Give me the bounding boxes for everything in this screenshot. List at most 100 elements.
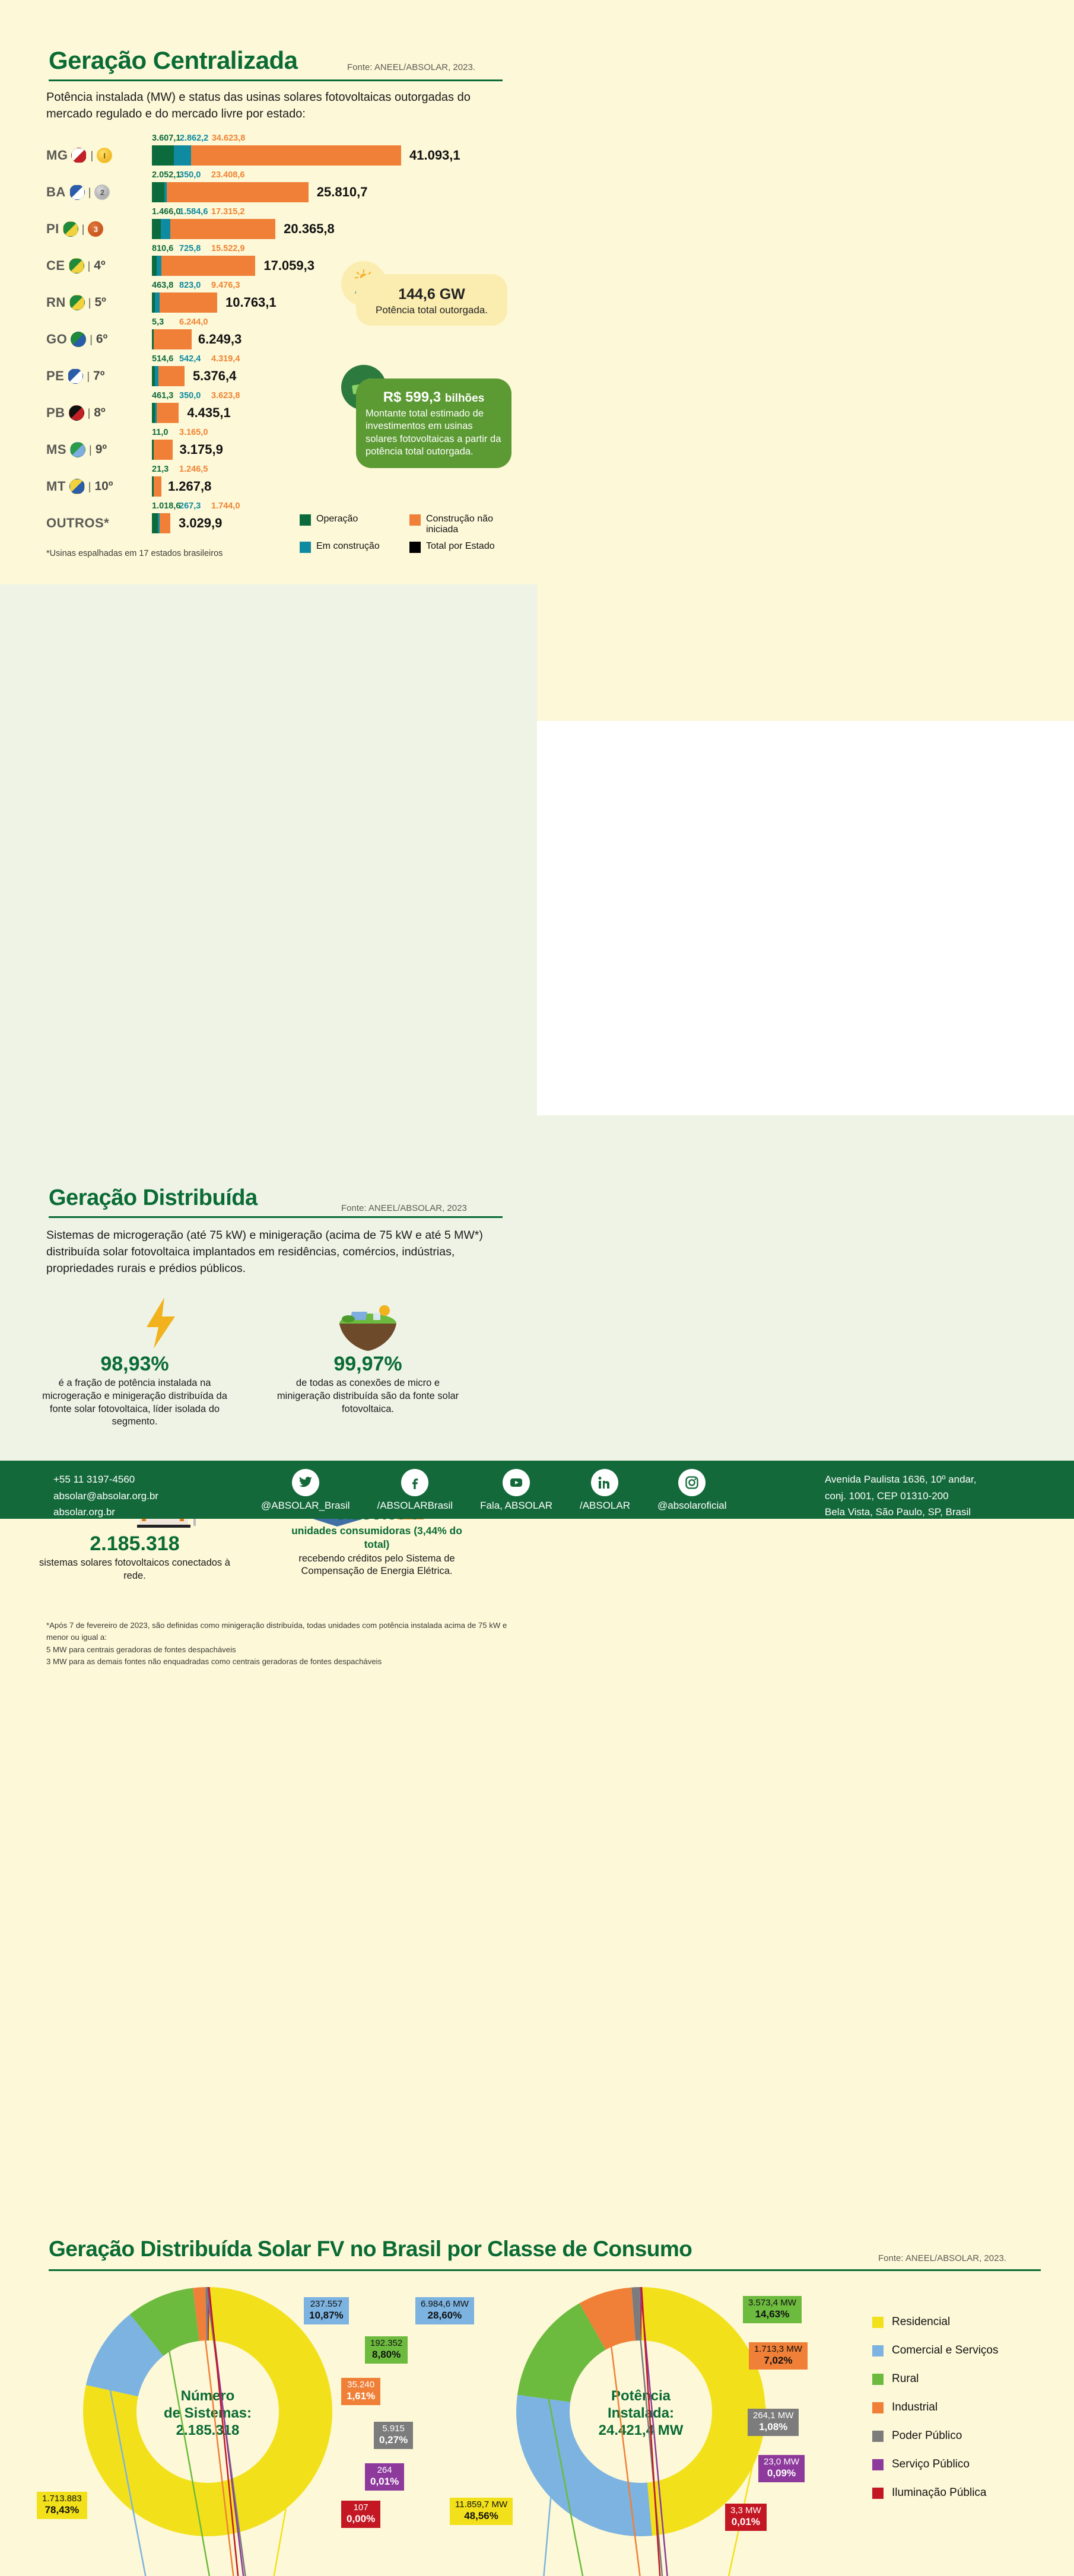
linkedin-icon[interactable]	[591, 1469, 619, 1496]
source-label: Fonte: ANEEL/ABSOLAR, 2023.	[347, 62, 475, 72]
donut-chart-potencia: Potência Instalada: 24.421,4 MW	[516, 2287, 766, 2536]
social-label: Fala, ABSOLAR	[480, 1500, 552, 1511]
legend-label: Residencial	[892, 2316, 951, 2328]
social-link[interactable]: Fala, ABSOLAR	[480, 1469, 552, 1512]
social-link[interactable]: @ABSOLAR_Brasil	[261, 1469, 350, 1512]
value-operacao: 2.052,1	[152, 170, 181, 180]
row-label: MS | 9º	[46, 442, 147, 457]
bar-segment-nao-iniciada	[157, 403, 179, 423]
donut-data-label: 237.557 10,87%	[304, 2297, 349, 2325]
value-operacao: 21,3	[152, 465, 169, 474]
value-operacao: 11,0	[152, 428, 169, 437]
bar-segment-nao-iniciada	[166, 182, 309, 202]
separator: |	[90, 333, 93, 345]
legend-swatch	[872, 2316, 884, 2328]
label-percent: 0,27%	[379, 2434, 408, 2445]
instagram-icon[interactable]	[678, 1469, 706, 1496]
state-abbrev: MG	[46, 148, 68, 163]
state-flag-icon	[71, 332, 87, 347]
legend-swatch	[872, 2402, 884, 2413]
label-value: 11.859,7 MW	[455, 2499, 508, 2510]
label-value: 264,1 MW	[753, 2410, 794, 2421]
divider	[49, 1216, 503, 1218]
stacked-bar	[152, 219, 276, 239]
bar-segment-operacao	[152, 403, 155, 423]
bar-segment-operacao	[152, 476, 154, 497]
legend-label: Poder Público	[892, 2429, 962, 2442]
state-flag-icon	[68, 258, 84, 273]
social-link[interactable]: @absolaroficial	[657, 1469, 727, 1512]
label-percent: 0,00%	[347, 2513, 376, 2524]
social-link[interactable]: /ABSOLARBrasil	[377, 1469, 453, 1512]
bar-segment-operacao	[152, 182, 164, 202]
panel-donuts-bg	[0, 1115, 1074, 1461]
state-flag-icon	[71, 148, 87, 163]
bar-segment-construcao	[154, 292, 160, 313]
section-geracao-centralizada: Geração Centralizada Fonte: ANEEL/ABSOLA…	[0, 0, 537, 584]
legend-swatch	[409, 514, 421, 526]
separator: |	[90, 149, 94, 161]
donut-data-label: 3.573,4 MW 14,63%	[743, 2296, 802, 2324]
table-row: GO | 6º 5,3 6.244,0 6.249,3	[46, 317, 497, 354]
legend-item: Operação	[300, 514, 409, 535]
legend-label: Industrial	[892, 2401, 938, 2413]
table-row: PB | 8º 461,3 350,0 3.623,8 4.435,1	[46, 391, 497, 428]
label-value: 6.984,6 MW	[421, 2299, 469, 2309]
footnote-text: *Usinas espalhadas em 17 estados brasile…	[46, 549, 223, 558]
label-value: 5.915	[382, 2424, 405, 2434]
state-flag-icon	[68, 405, 84, 421]
label-percent: 78,43%	[45, 2504, 80, 2515]
investment-text: Montante total estimado de investimentos…	[366, 408, 501, 457]
label-value: 1.713.883	[42, 2494, 82, 2504]
table-row: PE | 7º 514,6 542,4 4.319,4 5.376,4	[46, 354, 497, 391]
rank-label: 6º	[96, 332, 108, 346]
social-label: /ABSOLARBrasil	[377, 1500, 453, 1511]
stat-text: sistemas solares fotovoltaicos conectado…	[39, 1557, 230, 1581]
bar-segment-nao-iniciada	[154, 476, 161, 497]
callout-value: 144,6 GW	[398, 286, 465, 303]
label-percent: 8,80%	[372, 2349, 401, 2360]
label-percent: 7,02%	[764, 2355, 793, 2366]
separator: |	[87, 406, 91, 419]
social-link[interactable]: /ABSOLAR	[580, 1469, 630, 1512]
stat-value: 2.185.318	[90, 1532, 180, 1555]
facebook-icon[interactable]	[401, 1469, 429, 1496]
page-title: Geração Centralizada	[49, 46, 298, 74]
phone-number[interactable]: +55 11 3197-4560	[53, 1474, 135, 1485]
label-value: 264	[377, 2465, 392, 2475]
legend-item: Construção não iniciada	[409, 514, 519, 535]
twitter-icon[interactable]	[291, 1469, 319, 1496]
bar-total-value: 41.093,1	[409, 148, 460, 163]
email-address[interactable]: absolar@absolar.org.br	[53, 1490, 158, 1502]
value-nao-iniciada: 15.522,9	[211, 244, 245, 253]
row-label: MT | 10º	[46, 479, 147, 494]
label-value: 192.352	[370, 2338, 403, 2348]
donut-data-label: 107 0,00%	[341, 2501, 381, 2529]
row-label: MG | I	[46, 148, 147, 163]
rank-label: 10º	[94, 479, 113, 493]
state-flag-icon	[68, 368, 84, 384]
panel-cadeia-produtiva-bg	[537, 721, 1074, 1115]
value-operacao: 5,3	[152, 317, 164, 327]
divider	[49, 79, 503, 81]
label-value: 35.240	[347, 2380, 375, 2390]
floating-island-solar-icon	[335, 1295, 401, 1355]
label-percent: 1,61%	[347, 2390, 376, 2402]
donut-chart-sistemas: Número de Sistemas: 2.185.318	[83, 2287, 332, 2536]
website-url[interactable]: absolar.org.br	[53, 1506, 115, 1518]
bar-segment-operacao	[152, 219, 161, 239]
bar-total-value: 3.029,9	[178, 516, 223, 530]
footer: +55 11 3197-4560 absolar@absolar.org.br …	[0, 1461, 1074, 1519]
value-nao-iniciada: 4.319,4	[211, 354, 240, 364]
state-abbrev: PE	[46, 368, 65, 383]
youtube-icon[interactable]	[503, 1469, 530, 1496]
bar-total-value: 4.435,1	[187, 405, 231, 420]
bar-chart-states: MG | I 3.607,1 2.862,2 34.623,8 41.093,1 BA | 2 2.…	[46, 133, 497, 538]
bar-segment-operacao	[152, 513, 158, 533]
bar-segment-nao-iniciada	[170, 219, 276, 239]
legend-label: Iluminação Pública	[892, 2486, 987, 2499]
intro-text: Sistemas de microgeração (até 75 kW) e m…	[46, 1229, 483, 1276]
stat-text: recebendo créditos pelo Sistema de Compe…	[298, 1553, 455, 1577]
stacked-bar	[152, 145, 401, 166]
source-label: Fonte: ANEEL/ABSOLAR, 2023.	[878, 2253, 1006, 2263]
